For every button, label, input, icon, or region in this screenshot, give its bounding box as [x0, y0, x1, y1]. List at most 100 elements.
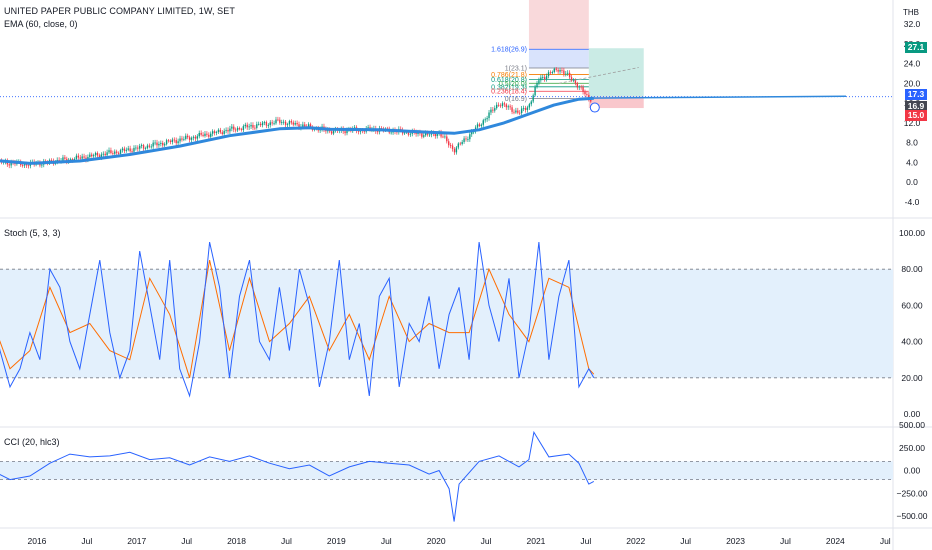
- candle-body: [568, 72, 571, 78]
- candle-body: [455, 147, 458, 153]
- candle-body: [158, 143, 160, 146]
- candle-body: [91, 154, 93, 157]
- candle-body: [488, 112, 490, 119]
- long-stop-zone: [588, 96, 644, 109]
- candle-body: [250, 124, 252, 127]
- candle-body: [179, 138, 181, 142]
- time-tick-label: 2017: [127, 536, 146, 546]
- candle-body: [543, 77, 546, 80]
- candle-body: [238, 127, 241, 130]
- time-tick-label: 2020: [427, 536, 446, 546]
- candle-body: [536, 83, 538, 87]
- candle-body: [242, 126, 245, 130]
- candle-body: [557, 69, 559, 72]
- candle-body: [344, 131, 346, 134]
- candle-body: [125, 149, 127, 151]
- candle-body: [540, 77, 542, 81]
- fib-level-label: 0.382(19.3): [491, 84, 527, 91]
- candle-body: [265, 122, 268, 126]
- stoch-pane-label: Stoch (5, 3, 3): [4, 228, 61, 238]
- candle-body: [231, 126, 233, 129]
- price-tick-label: 0.0: [906, 177, 918, 187]
- stoch-tick-label: 60.00: [901, 300, 923, 310]
- candle-body: [409, 133, 412, 135]
- candle-body: [192, 136, 195, 138]
- fib-extension-zone: [528, 0, 589, 50]
- candle-body: [530, 101, 532, 105]
- candle-body: [131, 151, 133, 153]
- candle-body: [204, 133, 206, 136]
- candle-body: [549, 72, 552, 74]
- candle-body: [240, 129, 243, 130]
- candle-body: [578, 86, 580, 88]
- stoch-k-line: [0, 241, 595, 398]
- price-tag: 15.0: [905, 110, 927, 122]
- fib-level-label: 1.618(26.9): [491, 47, 527, 54]
- time-tick-label: 2021: [526, 536, 545, 546]
- candle-body: [511, 107, 513, 112]
- candle-body: [367, 127, 369, 129]
- candle-body: [492, 109, 494, 111]
- candle-body: [261, 122, 264, 126]
- long-target-zone: [588, 48, 644, 97]
- cci-tick-label: −500.00: [897, 511, 928, 521]
- candle-body: [490, 109, 492, 113]
- candle-body: [23, 163, 26, 166]
- candle-body: [62, 157, 64, 161]
- candle-body: [390, 132, 392, 134]
- stoch-tick-label: 0.00: [904, 409, 921, 419]
- candle-body: [434, 133, 436, 137]
- candle-body: [501, 103, 504, 107]
- candle-body: [302, 124, 304, 127]
- candle-body: [503, 103, 506, 105]
- candle-body: [69, 159, 72, 160]
- candle-body: [271, 122, 273, 124]
- candle-body: [428, 134, 431, 136]
- candle-body: [590, 99, 592, 102]
- candle-body: [584, 91, 586, 95]
- candle-body: [515, 110, 517, 113]
- fib-level-label: 0.236(18.4): [491, 89, 527, 96]
- candle-body: [582, 87, 584, 92]
- candle-body: [520, 108, 523, 114]
- candle-body: [403, 132, 406, 134]
- candle-body: [478, 124, 481, 126]
- candle-body: [175, 140, 177, 144]
- candle-body: [233, 126, 235, 130]
- candle-body: [181, 138, 183, 140]
- cci-tick-label: 500.00: [899, 420, 925, 430]
- time-tick-label: Jul: [281, 536, 292, 546]
- price-tick-label: 4.0: [906, 157, 918, 167]
- candle-body: [104, 153, 106, 156]
- candle-body: [100, 154, 103, 158]
- candle-body: [215, 132, 218, 133]
- candle-body: [423, 135, 425, 137]
- candle-body: [50, 160, 53, 161]
- candle-body: [296, 123, 298, 125]
- ema-projection-line: [588, 95, 847, 99]
- cci-line: [0, 430, 595, 522]
- candle-body: [127, 148, 129, 150]
- candle-body: [357, 130, 360, 132]
- candle-body: [208, 134, 210, 137]
- candle-body: [229, 128, 231, 132]
- candle-body: [96, 152, 99, 156]
- candle-body: [210, 133, 212, 137]
- candle-body: [246, 124, 248, 128]
- candle-body: [156, 142, 158, 146]
- candle-body: [167, 140, 170, 142]
- stoch-tick-label: 40.00: [901, 337, 923, 347]
- candle-body: [198, 132, 200, 137]
- time-tick-label: 2023: [726, 536, 745, 546]
- candle-body: [150, 146, 152, 148]
- candle-body: [83, 156, 85, 158]
- candle-body: [526, 107, 529, 110]
- candle-body: [140, 145, 143, 146]
- candle-body: [467, 139, 469, 141]
- candle-body: [288, 121, 291, 125]
- candle-body: [449, 145, 452, 147]
- candle-body: [256, 124, 258, 128]
- candle-body: [10, 162, 12, 166]
- candle-body: [115, 151, 118, 153]
